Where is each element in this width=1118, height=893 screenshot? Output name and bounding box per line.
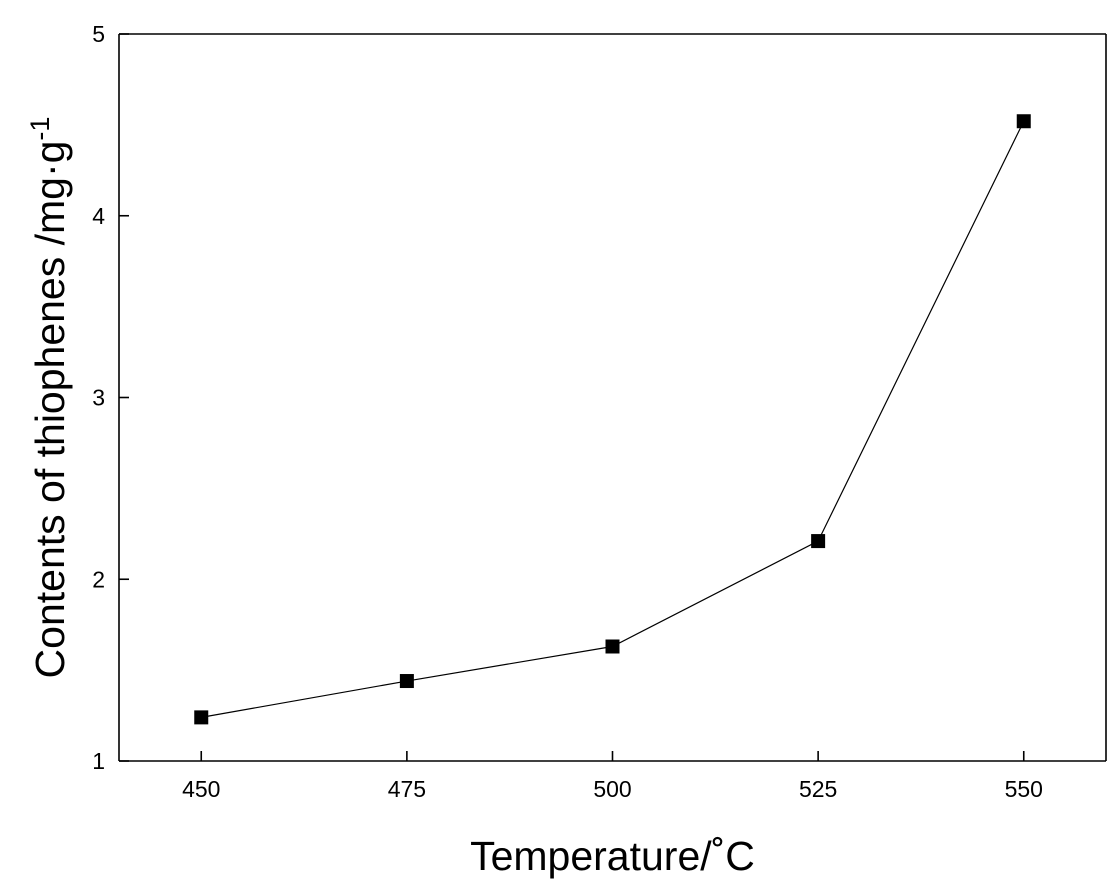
y-tick-label: 1 [92, 748, 105, 774]
data-point [811, 534, 826, 549]
data-point [605, 639, 620, 654]
x-axis-title: Temperature/˚C [470, 833, 755, 879]
y-axis-title: Contents of thiophenes /mg·g-1 [25, 117, 73, 679]
y-tick-label: 4 [92, 203, 105, 229]
data-point [194, 710, 209, 725]
series-line [201, 120, 1025, 718]
y-ticks: 1 2 3 4 5 [92, 21, 129, 774]
y-tick-label: 2 [92, 566, 105, 592]
y-tick-label: 5 [92, 21, 105, 47]
x-tick-label: 525 [799, 776, 837, 802]
x-tick-label: 475 [388, 776, 426, 802]
y-tick-label: 3 [92, 385, 105, 411]
x-ticks: 450 475 500 525 550 [182, 751, 1043, 802]
x-tick-label: 500 [593, 776, 631, 802]
data-point [399, 674, 414, 689]
series-layer [194, 114, 1031, 725]
data-point [1016, 114, 1031, 129]
x-tick-label: 450 [182, 776, 220, 802]
y-axis-title-main: Contents of thiophenes /mg·g [27, 141, 73, 679]
x-tick-label: 550 [1005, 776, 1043, 802]
y-axis-title-superscript: -1 [25, 117, 55, 141]
